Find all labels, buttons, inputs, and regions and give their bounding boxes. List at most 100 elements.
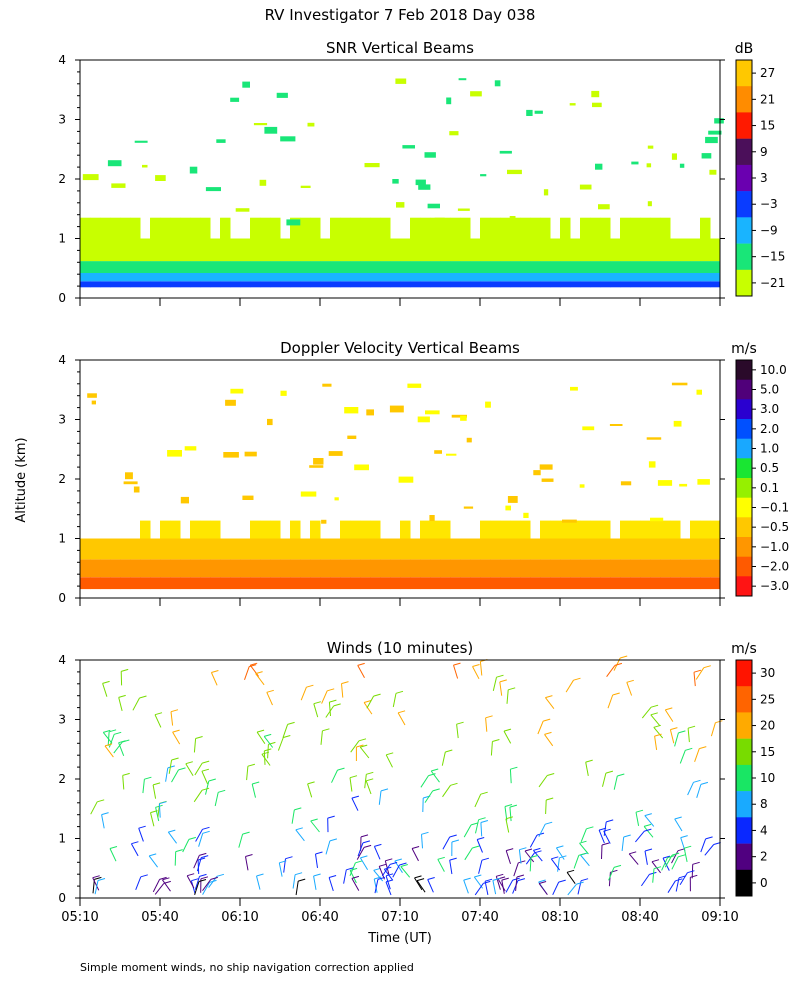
heatmap-cell	[460, 415, 467, 421]
heatmap-cell	[340, 281, 351, 288]
heatmap-cell	[499, 150, 512, 154]
wind-barb-flag	[360, 834, 369, 838]
wind-barb	[373, 846, 381, 860]
heatmap-cell	[270, 559, 281, 578]
wind-barb-flag	[395, 690, 404, 694]
heatmap-cell	[560, 261, 571, 273]
heatmap-cell	[440, 538, 451, 560]
wind-barb	[108, 734, 115, 748]
wind-barb-flag	[687, 725, 696, 729]
heatmap-cell	[580, 559, 591, 578]
heatmap-cell	[200, 238, 211, 262]
wind-barb-flag	[102, 680, 110, 684]
wind-barb	[485, 717, 488, 732]
heatmap-cell	[410, 238, 421, 262]
heatmap-cell	[240, 577, 251, 590]
heatmap-cell	[210, 273, 221, 282]
wind-barb-flag	[366, 771, 374, 775]
wind-barb	[256, 875, 261, 890]
heatmap-cell	[220, 281, 231, 288]
wind-barb	[411, 848, 419, 862]
heatmap-cell	[250, 217, 261, 239]
wind-barb-flag	[201, 855, 209, 859]
wind-barb-flag	[97, 878, 106, 881]
wind-barb	[635, 830, 645, 843]
x-tick-label: 07:10	[381, 910, 418, 925]
heatmap-cell	[460, 559, 471, 578]
heatmap-cell	[200, 273, 211, 282]
heatmap-cell	[250, 577, 261, 590]
wind-barb-flag	[167, 765, 175, 769]
heatmap-cell	[160, 261, 171, 273]
y-axis-label: Altitude (km)	[14, 437, 29, 522]
heatmap-cell	[276, 92, 288, 98]
heatmap-cell	[463, 506, 474, 509]
wind-barb-flag	[103, 729, 111, 733]
heatmap-cell	[470, 273, 481, 282]
wind-barb	[671, 856, 679, 870]
heatmap-cell	[300, 559, 311, 578]
heatmap-cell	[360, 281, 371, 288]
heatmap-cell	[600, 559, 611, 578]
heatmap-cell	[640, 261, 651, 273]
heatmap-cell	[130, 281, 141, 288]
heatmap-cell	[500, 538, 511, 560]
wind-barb	[441, 751, 446, 766]
wind-barb	[472, 666, 480, 680]
wind-barb-flag	[327, 815, 335, 819]
colorbar-label: 10.0	[760, 363, 787, 377]
heatmap-cell	[190, 520, 201, 539]
heatmap-cell	[480, 273, 491, 282]
heatmap-cell	[347, 435, 357, 439]
heatmap-cell	[610, 281, 621, 288]
heatmap-cell	[630, 559, 641, 578]
heatmap-cell	[270, 281, 281, 288]
wind-barb-flag	[175, 849, 183, 853]
wind-barb	[400, 866, 411, 878]
heatmap-cell	[470, 261, 481, 273]
wind-barb	[453, 664, 459, 679]
heatmap-cell	[590, 520, 601, 539]
heatmap-cell	[220, 217, 231, 239]
heatmap-cell	[180, 273, 191, 282]
heatmap-cell	[569, 103, 576, 106]
wind-barb-flag	[503, 728, 512, 732]
wind-barb	[172, 731, 181, 745]
heatmap-cell	[90, 261, 101, 273]
y-tick-label: 4	[58, 653, 66, 667]
heatmap-cell	[260, 281, 271, 288]
heatmap-cell	[260, 238, 271, 262]
heatmap-cell	[590, 273, 601, 282]
heatmap-cell	[380, 273, 391, 282]
heatmap-cell	[267, 418, 273, 426]
wind-barb-flag	[310, 818, 318, 822]
heatmap-cell	[110, 217, 121, 239]
heatmap-cell	[300, 538, 311, 560]
wind-barb	[152, 784, 157, 799]
heatmap-cell	[170, 281, 181, 288]
wind-barb-flag	[200, 876, 209, 880]
wind-barb	[165, 767, 169, 782]
wind-barb	[621, 836, 625, 851]
wind-barb	[295, 829, 305, 842]
heatmap-cell	[490, 281, 501, 288]
wind-barb	[566, 872, 576, 884]
heatmap-cell	[370, 217, 381, 239]
colorbar-swatch	[736, 764, 752, 792]
wind-barb-flag	[201, 768, 210, 772]
heatmap-cell	[150, 577, 161, 590]
heatmap-cell	[235, 208, 250, 212]
wind-barb-flag	[431, 768, 439, 772]
wind-barb-flag	[530, 854, 539, 858]
heatmap-cell	[540, 577, 551, 590]
heatmap-cell	[460, 538, 471, 560]
wind-barb	[704, 844, 715, 856]
heatmap-cell	[250, 559, 261, 578]
heatmap-cell	[300, 217, 311, 239]
heatmap-cell	[107, 160, 122, 167]
heatmap-cell	[370, 238, 381, 262]
heatmap-cell	[500, 217, 511, 239]
heatmap-cell	[100, 217, 111, 239]
y-tick-label: 3	[58, 113, 66, 127]
panel-2-axes: 0 1 2 3 4 05:10 05:40 06:10 06:40 07:10 07:40 08:10…	[58, 653, 775, 925]
